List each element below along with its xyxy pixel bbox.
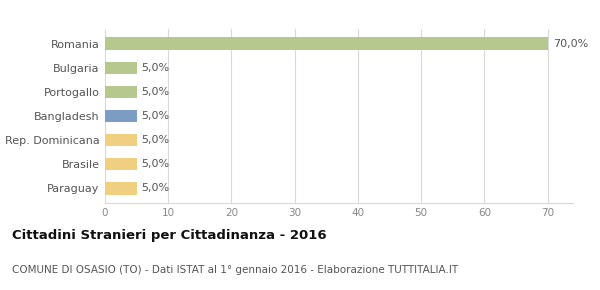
Bar (105, 61, 137, 74)
Text: 5,0%: 5,0% (142, 87, 170, 97)
Text: 5,0%: 5,0% (142, 159, 170, 169)
Bar (105, 158, 137, 171)
Bar (105, 37, 548, 50)
Text: 5,0%: 5,0% (142, 135, 170, 145)
Text: COMUNE DI OSASIO (TO) - Dati ISTAT al 1° gennaio 2016 - Elaborazione TUTTITALIA.: COMUNE DI OSASIO (TO) - Dati ISTAT al 1°… (12, 264, 458, 275)
Text: 5,0%: 5,0% (142, 184, 170, 193)
Bar (105, 182, 137, 195)
Text: 5,0%: 5,0% (142, 111, 170, 121)
Bar (105, 86, 137, 98)
Bar (105, 110, 137, 122)
Bar (105, 134, 137, 146)
Text: 5,0%: 5,0% (142, 63, 170, 73)
Text: 70,0%: 70,0% (553, 39, 588, 48)
Text: Cittadini Stranieri per Cittadinanza - 2016: Cittadini Stranieri per Cittadinanza - 2… (12, 229, 326, 242)
